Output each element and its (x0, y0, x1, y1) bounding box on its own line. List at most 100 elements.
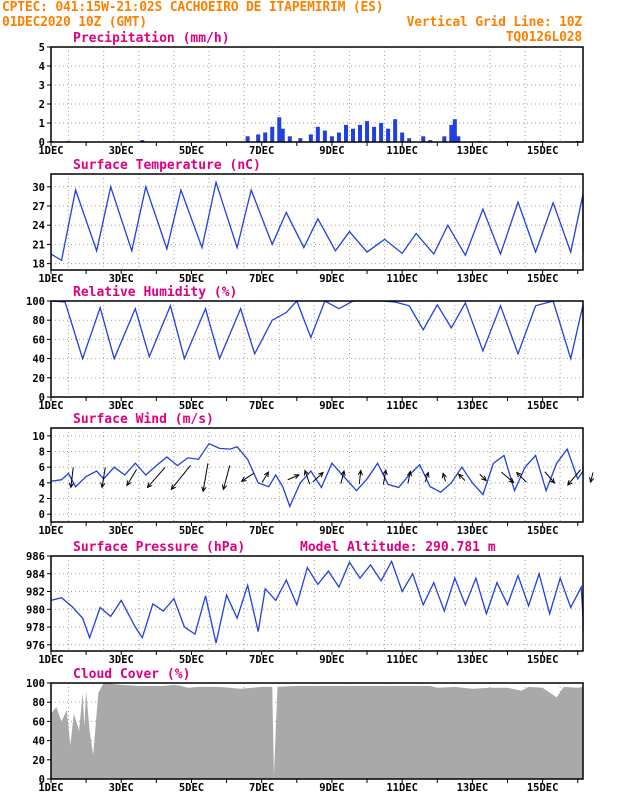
panel-6-xtick-label: 9DEC (319, 782, 344, 794)
panel-4-wind-arrowhead (589, 477, 595, 484)
panel-4-xtick-label: 5DEC (179, 525, 204, 537)
panel-1-bar (442, 136, 447, 142)
panel-4-ytick-label: 10 (32, 431, 45, 443)
panel-6-xtick-label: 11DEC (386, 782, 418, 794)
panel-1-bar (280, 128, 285, 142)
panel-6-xtick-label: 13DEC (457, 782, 489, 794)
panel-4-wind-vector (222, 465, 231, 490)
panel-2-xtick-label: 15DEC (527, 273, 559, 285)
panel-3-xtick-label: 9DEC (319, 400, 344, 412)
panel-3-xtick-label: 7DEC (249, 400, 274, 412)
panel-4-wind-arrowhead (508, 477, 515, 484)
panel-4-wind-vector (202, 463, 209, 492)
panel-4-wind-arrowhead (382, 469, 388, 476)
panel-1-bar (350, 128, 355, 142)
panel-4-wind-vector (479, 473, 487, 481)
header-left-line1: CPTEC: 041:15W-21:02S CACHOEIRO DE ITAPE… (2, 0, 384, 15)
panel-5-xtick-label: 1DEC (38, 654, 63, 666)
panel-1-xtick-label: 5DEC (179, 145, 204, 157)
panel-1-bar (140, 140, 145, 142)
panel-4-wind-arrowhead (481, 475, 487, 482)
panel-3-series-line (50, 299, 584, 362)
panel-6-ytick-label: 100 (26, 678, 45, 690)
panel-4-xtick-label: 11DEC (386, 525, 418, 537)
header-left-line2: 01DEC2020 10Z (GMT) (2, 15, 147, 30)
panel-3-ytick-label: 60 (32, 334, 45, 346)
panel-4-wind-vector (287, 474, 300, 481)
panel-1-bar (400, 132, 405, 142)
panel-6-ytick-label: 60 (32, 716, 45, 728)
panel-4-wind-vector (590, 472, 594, 483)
panel-1-xtick-label: 11DEC (386, 145, 418, 157)
panel-1-ytick-label: 5 (39, 42, 45, 54)
panel-4-ytick-label: 0 (39, 509, 45, 521)
panel-1-bar (256, 134, 261, 142)
panel-1-bar (456, 136, 461, 142)
panel-3-xtick-label: 3DEC (109, 400, 134, 412)
panel-4-xtick-label: 15DEC (527, 525, 559, 537)
panel-5-ytick-label: 978 (26, 622, 45, 634)
panel-4-wind-vector (340, 470, 345, 484)
panel-4-wind-vector (358, 470, 362, 485)
panel-1-bar (365, 121, 370, 142)
panel-5-xtick-label: 3DEC (109, 654, 134, 666)
panel-1-bar (315, 126, 320, 142)
panel-4-wind-vector (442, 473, 446, 482)
panel-6-ytick-label: 80 (32, 697, 45, 709)
header-right-line3: TQ0126L028 (505, 30, 582, 45)
panel-5-ytick-label: 984 (26, 569, 45, 581)
panel-5-frame (50, 555, 584, 652)
panel-6-xtick-label: 15DEC (527, 782, 559, 794)
panel-4-wind-vector (516, 472, 527, 483)
panel-2-ytick-label: 27 (32, 201, 45, 213)
panel-4-wind-vector (126, 469, 137, 486)
panel-2-series-line (50, 179, 584, 262)
panel-2-title: Surface Temperature (nC) (73, 158, 261, 173)
panel-2-ytick-label: 21 (32, 239, 45, 251)
panel-1-ytick-label: 0 (39, 137, 45, 149)
panel-4-wind-vector (241, 472, 254, 482)
panel-2-xtick-label: 3DEC (109, 273, 134, 285)
panel-4-wind-vector (147, 467, 166, 488)
panel-1-bar (343, 124, 348, 142)
panel-1-bar (336, 132, 341, 142)
panel-1-title: Precipitation (mm/h) (73, 31, 230, 46)
panel-1-xtick-label: 15DEC (527, 145, 559, 157)
panel-3-title: Relative Humidity (%) (73, 285, 237, 300)
panel-1-frame (50, 46, 584, 143)
panel-3-xtick-label: 15DEC (527, 400, 559, 412)
panel-2-ytick-label: 24 (32, 220, 45, 232)
panel-4-frame (50, 427, 584, 523)
panel-4-wind-vector (382, 470, 387, 485)
panel-4-wind-vector (407, 471, 411, 484)
panel-1-ytick-label: 4 (39, 61, 45, 73)
panel-4-xtick-label: 9DEC (319, 525, 344, 537)
panel-1-bar (298, 138, 303, 142)
panel-4-wind-vector (458, 473, 466, 481)
panel-4-wind-arrowhead (549, 477, 556, 484)
panel-4-ytick-label: 4 (39, 478, 45, 490)
panel-4-wind-arrowhead (68, 482, 74, 489)
panel-4-wind-vector (261, 471, 269, 483)
panel-4-wind-arrowhead (201, 486, 207, 493)
panel-4-wind-vector (304, 470, 311, 485)
panel-1-bar (322, 130, 327, 142)
panel-3-ytick-label: 100 (26, 296, 45, 308)
panel-1-bar (421, 136, 426, 142)
panel-4-wind-vector (101, 467, 106, 488)
panel-5-xtick-label: 7DEC (249, 654, 274, 666)
panel-6-xtick-label: 5DEC (179, 782, 204, 794)
panel-1-bar (372, 126, 377, 142)
panel-3-xtick-label: 1DEC (38, 400, 63, 412)
panel-1-bar (386, 128, 391, 142)
panel-4-wind-arrowhead (457, 473, 464, 480)
panel-1-bar (452, 119, 457, 142)
panel-1-xtick-label: 9DEC (319, 145, 344, 157)
panel-5-series-line (50, 559, 584, 644)
panel-2-frame (50, 173, 584, 271)
panel-4-wind-arrowhead (221, 484, 228, 491)
panel-2-xtick-label: 1DEC (38, 273, 63, 285)
header-right-line2: Vertical Grid Line: 10Z (406, 15, 583, 30)
panel-1-ytick-label: 1 (39, 118, 45, 130)
